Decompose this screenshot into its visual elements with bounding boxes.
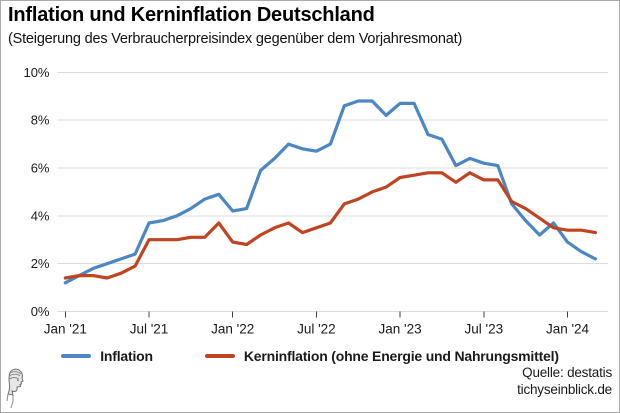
y-axis-tick-label: 6% [31, 160, 50, 175]
inflation-line [63, 99, 598, 285]
chart-legend: Inflation Kerninflation (ohne Energie un… [0, 348, 620, 364]
kerninflation-line-swatch [204, 354, 235, 358]
kerninflation-line [63, 171, 598, 280]
x-axis-tick-label: Jul '23 [464, 322, 503, 337]
legend-item-kerninflation: Kerninflation (ohne Energie und Nahrungs… [204, 348, 559, 364]
legend-label-inflation: Inflation [100, 348, 153, 364]
y-axis-tick-label: 4% [31, 208, 50, 223]
legend-item-inflation: Inflation [61, 348, 153, 364]
source-attribution: Quelle: destatis tichyseinblick.de [517, 364, 612, 398]
x-axis-tick-label: Jan '23 [379, 322, 422, 337]
y-axis-tick-label: 8% [31, 113, 50, 128]
tichys-einblick-minerva-logo-icon [6, 368, 24, 409]
x-axis-tick-label: Jan '21 [44, 322, 87, 337]
x-axis-tick-label: Jan '22 [211, 322, 254, 337]
x-axis-tick-label: Jul '21 [130, 322, 169, 337]
y-axis-tick-label: 10% [23, 65, 49, 80]
site-url: tichyseinblick.de [517, 382, 612, 397]
source-line: Quelle: destatis [522, 365, 612, 380]
legend-label-kerninflation: Kerninflation (ohne Energie und Nahrungs… [243, 348, 559, 364]
page-subtitle: (Steigerung des Verbraucherpreisindex ge… [8, 31, 463, 47]
page-title: Inflation und Kerninflation Deutschland [8, 4, 375, 26]
y-axis-tick-label: 0% [31, 304, 50, 319]
y-axis-tick-label: 2% [31, 256, 50, 271]
inflation-line-swatch [61, 354, 92, 358]
x-axis-tick-label: Jan '24 [546, 322, 590, 337]
x-axis-tick-label: Jul '22 [297, 322, 336, 337]
